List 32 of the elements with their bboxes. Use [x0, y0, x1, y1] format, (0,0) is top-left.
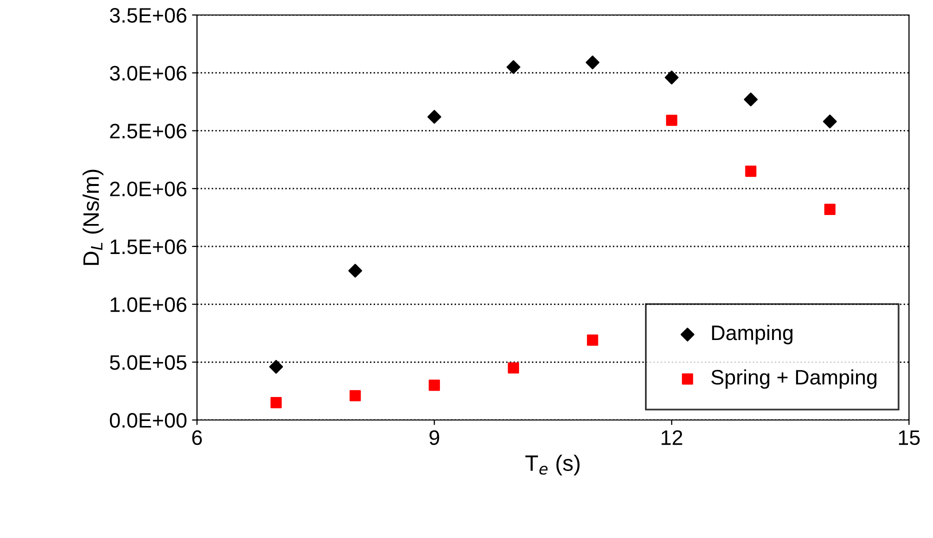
point — [506, 60, 520, 74]
point — [586, 56, 600, 70]
y-tick-label: 3.5E+06 — [110, 8, 186, 23]
y-tick-label: 3.0E+06 — [110, 66, 186, 81]
point — [744, 92, 758, 106]
y-tick-label: 0.0E+00 — [110, 413, 186, 428]
point — [508, 362, 520, 374]
y-tick-label: 1.5E+06 — [110, 239, 186, 254]
point — [586, 334, 598, 346]
point — [824, 204, 836, 216]
y-tick-label: 2.0E+06 — [110, 182, 186, 196]
y-axis-title: D$_{L}$ (Ns/m) — [82, 170, 104, 265]
x-tick-label: 15 — [899, 430, 920, 446]
point — [664, 70, 679, 84]
point — [427, 110, 442, 124]
legend-label: Damping — [712, 324, 792, 344]
x-axis-title: T$_{e}$ (s) — [525, 454, 580, 476]
y-tick-label: 1.0E+06 — [110, 297, 186, 312]
point — [428, 380, 440, 391]
x-tick-label: 12 — [662, 430, 682, 445]
point — [666, 114, 678, 126]
point — [269, 360, 284, 374]
point — [348, 264, 362, 278]
point — [270, 397, 282, 408]
point — [822, 114, 837, 128]
x-tick-label: 6 — [192, 430, 202, 446]
y-tick-label: 5.0E+05 — [110, 355, 186, 370]
y-tick-label: 2.5E+06 — [110, 124, 186, 138]
point — [350, 390, 361, 402]
point — [745, 166, 756, 177]
x-tick-label: 9 — [430, 430, 440, 446]
legend-label: Spring + Damping — [711, 369, 876, 389]
